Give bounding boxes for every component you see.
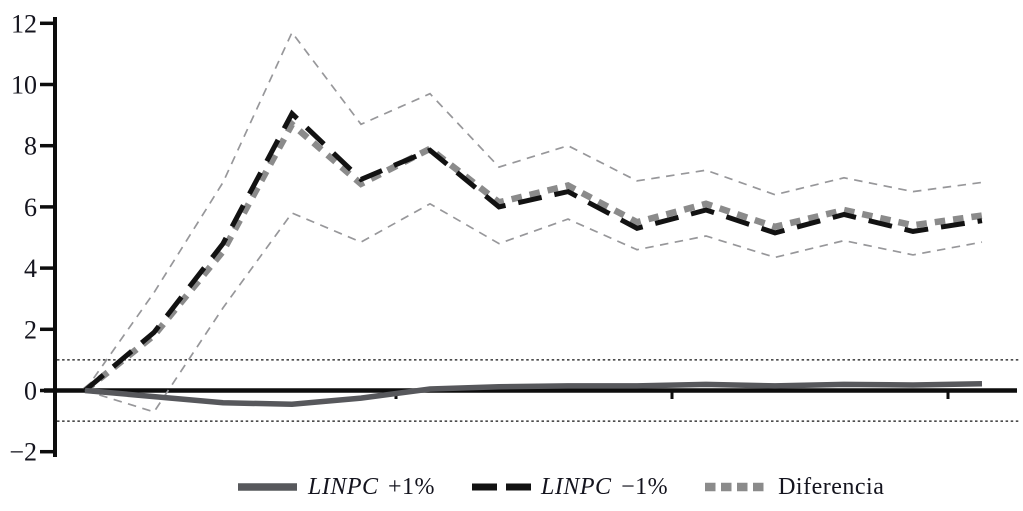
short-dash-gray-line-swatch-icon (705, 482, 766, 492)
series-linpc-1 (84, 381, 983, 408)
series-diferencia (82, 119, 983, 394)
legend-item-linpc-minus: LINPC −1% (472, 474, 668, 501)
y-axis-label: 2 (24, 315, 37, 344)
y-axis-label: −2 (9, 438, 37, 465)
chart-legend: LINPC +1% LINPC −1% Diferencia (237, 471, 884, 503)
y-axis-label: 4 (24, 254, 37, 283)
legend-label-linpc-minus: LINPC −1% (541, 473, 669, 500)
legend-item-linpc-plus: LINPC +1% (237, 474, 435, 501)
x-axis (394, 392, 950, 399)
chart-canvas: 12 10 8 6 4 2 0 −2 (9, 9, 1020, 465)
reference-lines (44, 359, 1020, 422)
series-linpc-1 (83, 109, 983, 393)
y-axis-label: 0 (24, 377, 37, 406)
long-dash-black-line-swatch-icon (472, 483, 532, 491)
legend-label-diferencia: Diferencia (778, 473, 885, 500)
y-axis-label: 6 (24, 193, 37, 222)
solid-gray-line-swatch-icon (238, 483, 297, 491)
series-lines (82, 30, 983, 413)
y-axis: 12 10 8 6 4 2 0 −2 (9, 9, 57, 465)
legend-item-diferencia: Diferencia (705, 474, 884, 501)
series-banda-superior (84, 30, 983, 391)
y-axis-label: 8 (24, 132, 37, 161)
series-banda-inferior (84, 202, 983, 413)
y-axis-label: 12 (11, 9, 37, 38)
legend-label-linpc-plus: LINPC +1% (308, 473, 436, 500)
y-axis-label: 10 (11, 71, 37, 100)
